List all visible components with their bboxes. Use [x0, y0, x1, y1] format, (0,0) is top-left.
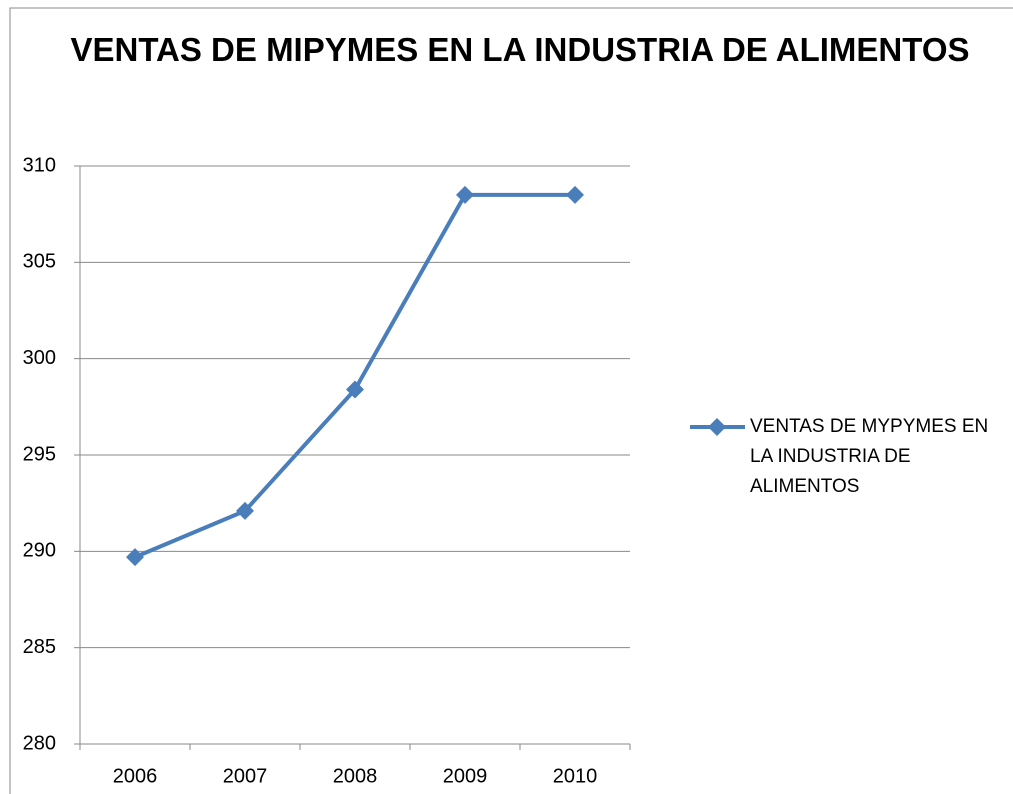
x-tick-label: 2007 — [223, 765, 268, 787]
y-tick-label: 280 — [23, 732, 56, 754]
y-tick-label: 300 — [23, 347, 56, 369]
data-point — [346, 380, 364, 399]
data-point — [126, 548, 144, 567]
x-tick-label: 2008 — [333, 765, 378, 787]
y-tick-label: 305 — [23, 251, 56, 273]
data-point — [566, 185, 584, 204]
legend-label: VENTAS DE MYPYMES EN LA INDUSTRIA DE ALI… — [750, 416, 989, 497]
data-point — [456, 185, 474, 204]
y-tick-label: 310 — [23, 154, 56, 176]
y-tick-label: 290 — [23, 540, 56, 562]
x-tick-label: 2009 — [443, 765, 488, 787]
legend-marker — [708, 418, 726, 436]
chart-border — [9, 7, 1013, 794]
y-tick-label: 285 — [23, 636, 56, 658]
series-line — [134, 192, 575, 559]
chart-title: VENTAS DE MIPYMES EN LA INDUSTRIA DE ALI… — [70, 31, 970, 68]
data-point — [236, 501, 254, 520]
x-tick-label: 2010 — [553, 765, 598, 787]
y-tick-label: 295 — [23, 443, 56, 465]
x-tick-label: 2006 — [113, 765, 158, 787]
